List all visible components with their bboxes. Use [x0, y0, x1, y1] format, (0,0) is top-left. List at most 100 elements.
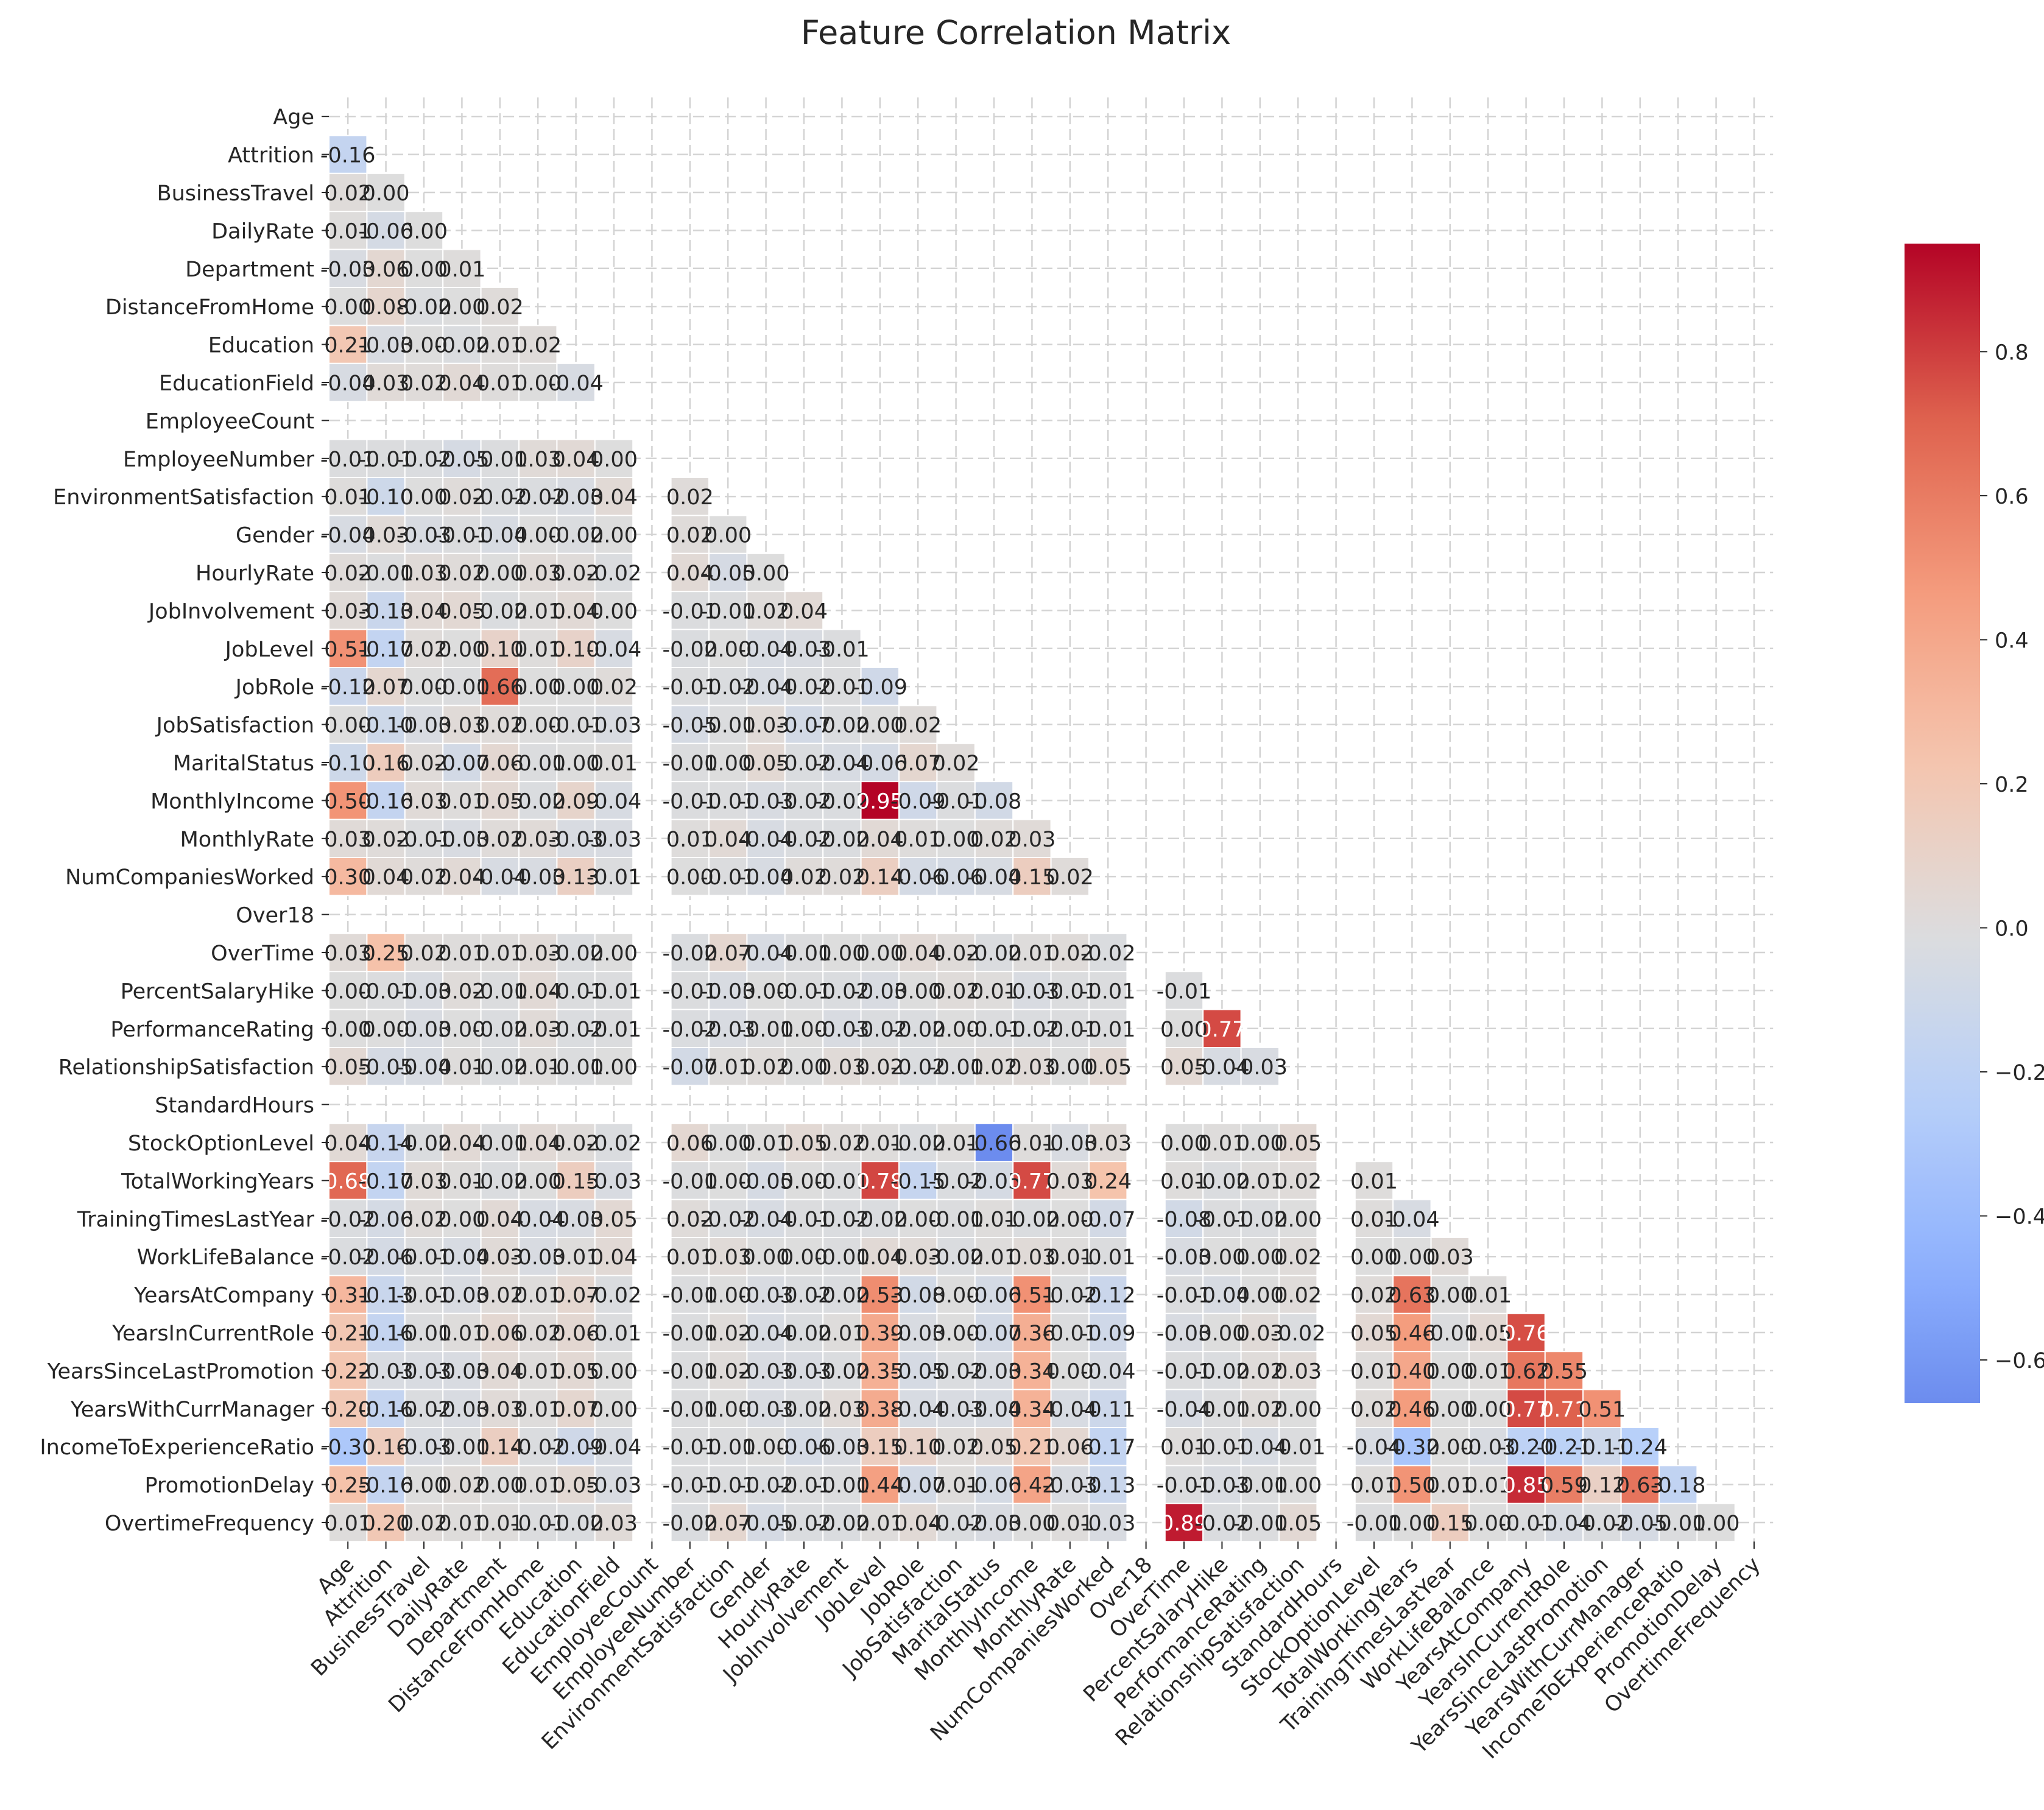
heatmap-cell — [784, 1275, 824, 1314]
cell-value-label: 0.00 — [476, 1474, 524, 1498]
cell-value-label: -0.02 — [1233, 1208, 1288, 1232]
cell-value-label: -0.01 — [814, 1169, 870, 1194]
heatmap-cell — [974, 781, 1014, 820]
heatmap-cell — [442, 1009, 482, 1048]
cell-value-label: -0.05 — [738, 1512, 794, 1536]
y-tick-label: EnvironmentSatisfaction — [53, 485, 314, 510]
cell-value-label: 0.00 — [552, 752, 600, 776]
heatmap-cell — [746, 742, 786, 783]
cell-value-label: 0.39 — [856, 1322, 904, 1346]
cell-value-label: 0.02 — [970, 828, 1018, 852]
heatmap-cell — [518, 932, 558, 973]
cell-value-label: -0.17 — [358, 638, 414, 662]
heatmap-cell — [974, 1427, 1014, 1467]
cell-value-label: 0.03 — [818, 1398, 865, 1422]
cell-value-label: -0.05 — [967, 1169, 1022, 1194]
cell-value-label: -0.02 — [510, 1435, 566, 1460]
cell-value-label: 0.03 — [1008, 1055, 1055, 1080]
heatmap-cell — [860, 1502, 900, 1543]
colorbar-tick-label: −0.6 — [1995, 1349, 2044, 1373]
cell-value-label: -0.04 — [1043, 1398, 1098, 1422]
cell-value-label: -0.02 — [1270, 1322, 1326, 1346]
cell-value-label: -0.01 — [548, 714, 604, 738]
cell-value-label: -0.04 — [510, 1208, 566, 1232]
cell-value-label: 0.00 — [1274, 1474, 1322, 1498]
cell-value-label: -0.02 — [396, 1398, 452, 1422]
cell-value-label: 0.00 — [1388, 1245, 1436, 1270]
cell-value-label: 0.00 — [742, 979, 790, 1004]
cell-value-label: 0.06 — [362, 258, 410, 282]
heatmap-cell — [594, 477, 634, 516]
cell-value-label: -0.04 — [1194, 1055, 1250, 1080]
cell-value-label: 0.04 — [894, 1512, 942, 1536]
heatmap-cell — [556, 1122, 596, 1163]
heatmap-cell — [594, 1122, 634, 1163]
heatmap-cell — [1088, 1047, 1128, 1086]
cell-value-label: -0.03 — [1157, 1245, 1212, 1270]
cell-value-label: -0.01 — [1043, 1322, 1098, 1346]
colorbar-tick-label: −0.4 — [1995, 1205, 2044, 1230]
y-tick-label: OvertimeFrequency — [105, 1512, 314, 1536]
cell-value-label: -0.02 — [777, 1322, 832, 1346]
cell-value-label: 0.00 — [932, 828, 980, 852]
heatmap-cell — [708, 552, 748, 593]
heatmap-cell — [594, 1009, 634, 1048]
heatmap-cell — [708, 1389, 748, 1429]
cell-value-label: 0.01 — [856, 1512, 904, 1536]
cell-value-label: -0.02 — [548, 524, 604, 548]
heatmap-cell — [518, 971, 558, 1010]
cell-value-label: 0.00 — [590, 1055, 638, 1080]
heatmap-cell — [404, 932, 444, 973]
cell-value-label: 0.02 — [742, 599, 790, 624]
heatmap-cell — [1544, 1465, 1584, 1504]
heatmap-cell — [784, 1122, 824, 1163]
cell-value-label: -0.01 — [396, 1245, 452, 1270]
colorbar-gradient — [1905, 244, 1980, 1403]
cell-value-label: 0.00 — [742, 1435, 790, 1460]
cell-value-label: 0.31 — [324, 1284, 372, 1308]
heatmap-cell — [594, 1237, 634, 1277]
heatmap-cell — [1012, 1161, 1052, 1200]
cell-value-label: 0.00 — [780, 1169, 828, 1194]
heatmap-cell — [898, 705, 938, 744]
heatmap-cell — [442, 1199, 482, 1238]
cell-value-label: -0.03 — [1233, 1055, 1288, 1080]
heatmap-cell — [1050, 932, 1090, 973]
cell-value-label: -0.09 — [548, 1435, 604, 1460]
heatmap-cell — [594, 1275, 634, 1314]
heatmap-cell — [898, 742, 938, 783]
cell-value-label: 0.05 — [1464, 1322, 1512, 1346]
cell-value-label: -0.02 — [1194, 1359, 1250, 1384]
cell-value-label: -0.21 — [1537, 1435, 1592, 1460]
heatmap-cell — [556, 667, 596, 706]
heatmap-cell — [328, 591, 368, 630]
cell-value-label: 0.15 — [552, 1169, 600, 1194]
cell-value-label: -0.04 — [587, 1435, 642, 1460]
cell-value-label: 0.02 — [514, 1322, 562, 1346]
heatmap-cell — [328, 135, 368, 174]
cell-value-label: 0.66 — [476, 675, 524, 700]
heatmap-cell — [518, 819, 558, 858]
cell-value-label: 0.20 — [324, 1398, 372, 1422]
heatmap-cell — [1088, 1237, 1128, 1277]
heatmap-cell — [1012, 1009, 1052, 1048]
cell-value-label: -0.04 — [738, 1322, 794, 1346]
heatmap-cell — [860, 1389, 900, 1429]
cell-value-label: 0.01 — [742, 1132, 790, 1156]
heatmap-cell — [1278, 1161, 1318, 1200]
cell-value-label: 0.00 — [704, 524, 752, 548]
cell-value-label: -0.08 — [967, 789, 1022, 814]
cell-value-label: 0.00 — [742, 1245, 790, 1270]
heatmap-cell — [822, 1312, 862, 1353]
cell-value-label: -0.20 — [1498, 1435, 1554, 1460]
heatmap-cell — [404, 1122, 444, 1163]
cell-value-label: -0.01 — [814, 1474, 870, 1498]
cell-value-label: 0.15 — [856, 1435, 904, 1460]
heatmap-cell — [594, 1161, 634, 1200]
cell-value-label: -0.01 — [510, 752, 566, 776]
cell-value-label: 0.01 — [818, 1322, 865, 1346]
heatmap-cell — [1202, 1122, 1242, 1163]
cell-value-label: 0.16 — [362, 752, 410, 776]
cell-value-label: -0.01 — [1043, 1018, 1098, 1042]
cell-value-label: 0.24 — [1084, 1169, 1132, 1194]
